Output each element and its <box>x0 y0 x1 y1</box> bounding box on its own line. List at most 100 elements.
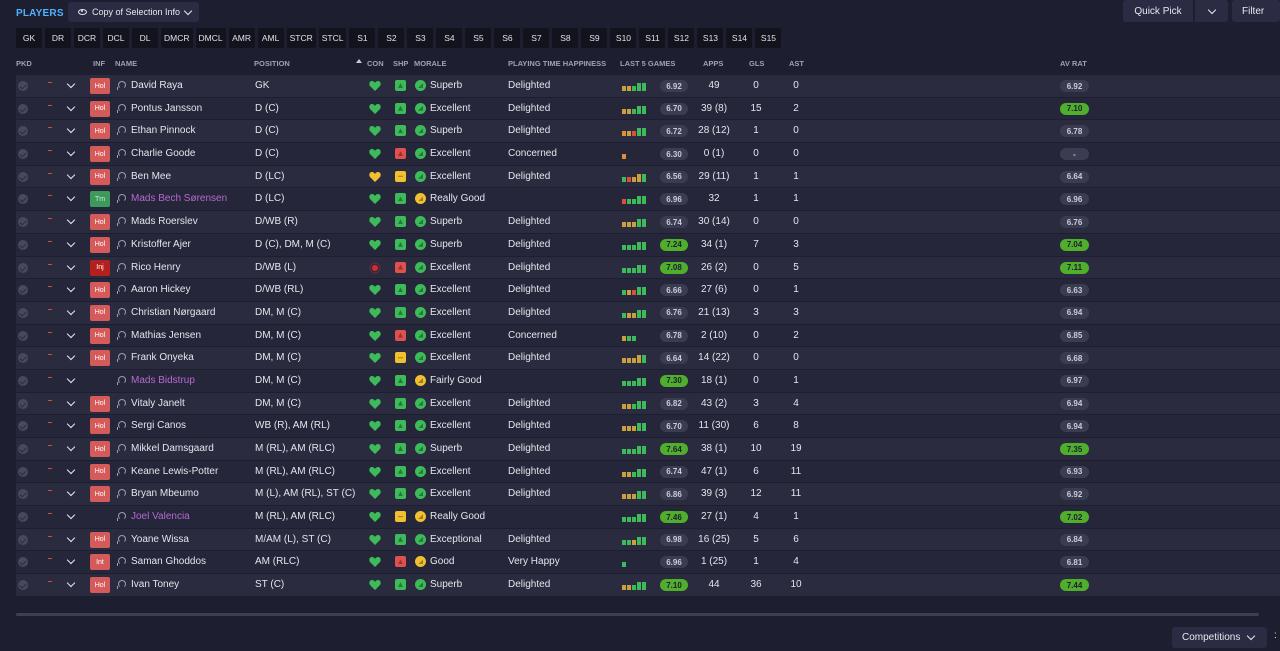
player-name[interactable]: Sergi Canos <box>131 420 187 432</box>
more-options[interactable]: : <box>1274 630 1277 641</box>
pick-checkbox[interactable] <box>18 307 28 318</box>
row-expand-icon[interactable] <box>66 215 76 225</box>
row-expand-icon[interactable] <box>66 306 76 316</box>
info-badge[interactable]: Hol <box>90 214 110 231</box>
position-button[interactable]: DCR <box>74 28 100 48</box>
row-expand-icon[interactable] <box>66 397 76 406</box>
col-ast[interactable]: AST <box>789 59 804 68</box>
position-button[interactable]: DMCL <box>195 28 226 48</box>
info-badge[interactable]: Hol <box>90 531 110 548</box>
pick-checkbox[interactable] <box>18 217 28 228</box>
col-con[interactable]: CON <box>367 59 384 68</box>
col-last5[interactable]: LAST 5 GAMES <box>620 59 676 68</box>
table-row[interactable]: Hol Ben Mee D (LC) Excellent Delighted 6.56 29… <box>16 165 1280 189</box>
table-row[interactable]: Hol Christian Nørgaard DM, M (C) Excellent D… <box>16 301 1280 325</box>
info-badge[interactable]: Hol <box>90 441 110 457</box>
info-badge[interactable]: Hol <box>90 486 110 503</box>
row-expand-icon[interactable] <box>66 238 76 248</box>
player-name[interactable]: Mads Roerslev <box>131 216 198 228</box>
row-expand-icon[interactable] <box>66 465 76 474</box>
pick-checkbox[interactable] <box>18 534 28 545</box>
player-name[interactable]: Mads Bidstrup <box>131 374 195 386</box>
position-button[interactable]: AML <box>257 28 284 48</box>
row-expand-icon[interactable] <box>66 125 76 134</box>
col-name[interactable]: NAME <box>115 59 138 68</box>
position-button[interactable]: DR <box>45 28 71 48</box>
table-row[interactable]: Hol Frank Onyeka DM, M (C) Excellent Delight… <box>16 347 1280 370</box>
pick-checkbox[interactable] <box>18 81 28 91</box>
position-button[interactable]: DCL <box>103 28 129 48</box>
quick-pick-button[interactable]: Quick Pick <box>1123 0 1193 22</box>
row-expand-icon[interactable] <box>66 170 76 179</box>
position-button[interactable]: S9 <box>581 28 608 48</box>
pick-checkbox[interactable] <box>18 126 28 137</box>
table-row[interactable]: Hol Ethan Pinnock D (C) Superb Delighted 6.72… <box>16 120 1280 144</box>
pick-checkbox[interactable] <box>18 262 28 273</box>
pick-checkbox[interactable] <box>18 103 28 114</box>
player-name[interactable]: David Raya <box>131 80 183 91</box>
player-name[interactable]: Mads Bech Sørensen <box>131 193 228 205</box>
pick-checkbox[interactable] <box>18 444 28 454</box>
pick-checkbox[interactable] <box>18 330 28 341</box>
info-badge[interactable]: Tm <box>90 191 110 208</box>
col-inf[interactable]: INF <box>93 59 106 68</box>
row-expand-icon[interactable] <box>66 261 76 270</box>
position-button[interactable]: S7 <box>523 28 550 48</box>
row-expand-icon[interactable] <box>66 147 76 157</box>
info-badge[interactable]: Hol <box>90 463 110 480</box>
position-button[interactable]: AMR <box>228 28 255 48</box>
info-badge[interactable]: Hol <box>90 168 110 185</box>
row-expand-icon[interactable] <box>66 488 76 497</box>
player-name[interactable]: Pontus Jansson <box>131 102 203 114</box>
info-badge[interactable]: Hol <box>90 577 110 594</box>
row-expand-icon[interactable] <box>66 510 76 520</box>
info-badge[interactable]: Hol <box>90 123 110 140</box>
table-row[interactable]: Mads Bidstrup DM, M (C) Fairly Good 7.30 18 … <box>16 369 1280 393</box>
position-button[interactable]: GK <box>16 28 42 48</box>
pick-checkbox[interactable] <box>18 194 28 205</box>
info-badge[interactable]: Hol <box>90 418 110 435</box>
player-name[interactable]: Saman Ghoddos <box>131 556 207 568</box>
player-name[interactable]: Bryan Mbeumo <box>131 488 199 500</box>
quick-pick-dropdown-button[interactable] <box>1195 0 1228 22</box>
col-apps[interactable]: APPS <box>703 59 724 68</box>
player-name[interactable]: Ivan Toney <box>131 579 180 591</box>
pick-checkbox[interactable] <box>18 421 28 432</box>
player-name[interactable]: Kristoffer Ajer <box>131 238 191 250</box>
pick-checkbox[interactable] <box>18 580 28 591</box>
row-expand-icon[interactable] <box>66 283 76 293</box>
table-row[interactable]: Hol Bryan Mbeumo M (L), AM (RL), ST (C) Exc… <box>16 483 1280 507</box>
row-expand-icon[interactable] <box>66 102 76 111</box>
info-badge[interactable]: Hol <box>90 78 110 94</box>
horizontal-scrollbar[interactable] <box>16 613 1259 616</box>
position-button[interactable]: S3 <box>407 28 434 48</box>
position-button[interactable]: S2 <box>378 28 405 48</box>
pick-checkbox[interactable] <box>18 398 28 409</box>
table-row[interactable]: Hol Mads Roerslev D/WB (R) Superb Delighted 6… <box>16 211 1280 234</box>
table-row[interactable]: Hol Sergi Canos WB (R), AM (RL) Excellent De… <box>16 415 1280 438</box>
position-button[interactable]: STCR <box>286 28 316 48</box>
table-row[interactable]: Hol Vitaly Janelt DM, M (C) Excellent Deligh… <box>16 392 1280 416</box>
pick-checkbox[interactable] <box>18 557 28 568</box>
position-button[interactable]: S5 <box>465 28 492 48</box>
table-row[interactable]: Joel Valencia M (RL), AM (RLC) Really Good… <box>16 506 1280 529</box>
col-pkd[interactable]: PKD <box>16 59 32 68</box>
view-dropdown[interactable]: Copy of Selection Info <box>68 2 200 22</box>
player-name[interactable]: Joel Valencia <box>131 511 190 523</box>
row-expand-icon[interactable] <box>66 578 76 588</box>
table-row[interactable]: Hol Mikkel Damsgaard M (RL), AM (RLC) Super… <box>16 438 1280 461</box>
filter-button[interactable]: Filter <box>1232 0 1280 22</box>
row-expand-icon[interactable] <box>66 533 76 542</box>
row-expand-icon[interactable] <box>66 374 76 384</box>
position-button[interactable]: S10 <box>610 28 637 48</box>
position-button[interactable]: S15 <box>755 28 782 48</box>
player-name[interactable]: Ben Mee <box>131 170 172 182</box>
position-button[interactable]: STCL <box>318 28 347 48</box>
player-name[interactable]: Vitaly Janelt <box>131 397 185 409</box>
player-name[interactable]: Ethan Pinnock <box>131 125 196 137</box>
table-row[interactable]: Hol Ivan Toney ST (C) Superb Delighted 7.10 44… <box>16 574 1280 597</box>
player-name[interactable]: Mikkel Damsgaard <box>131 443 214 454</box>
table-row[interactable]: Inj Rico Henry D/WB (L) Excellent Delighted 7… <box>16 256 1280 280</box>
pick-checkbox[interactable] <box>18 285 28 296</box>
table-row[interactable]: Hol Pontus Jansson D (C) Excellent Delighted… <box>16 97 1280 121</box>
